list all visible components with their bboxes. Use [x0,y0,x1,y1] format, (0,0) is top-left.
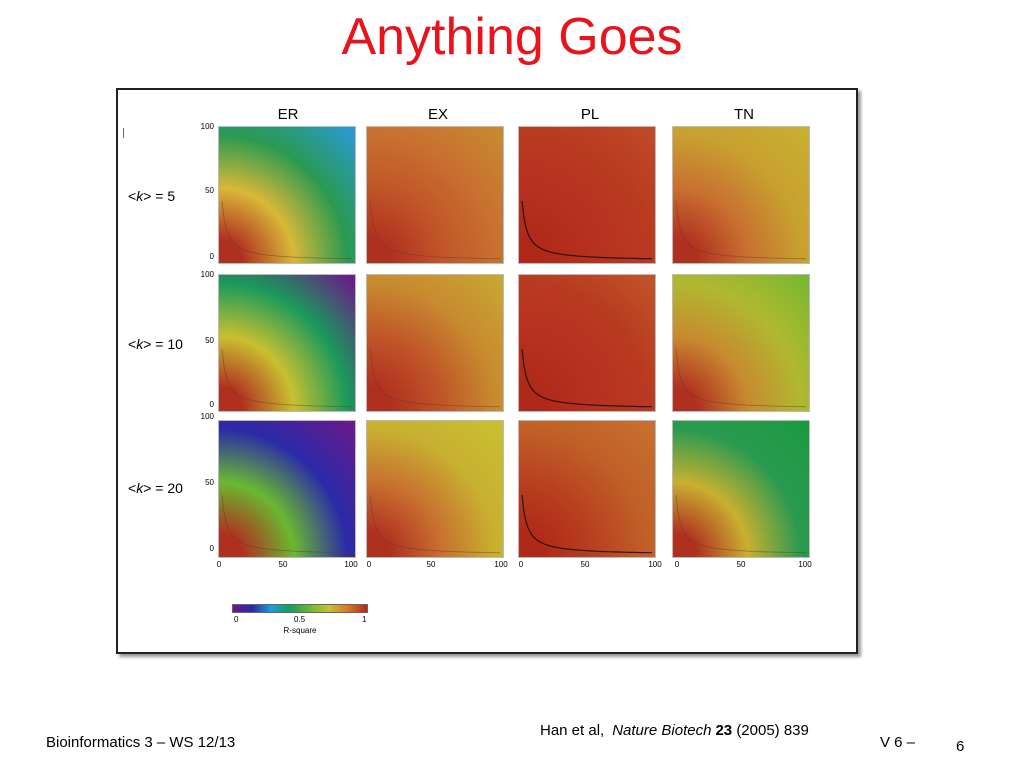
heatmap-ridge-line [675,494,807,554]
colorbar-max-label: 1 [362,615,367,624]
heatmap-er-k20 [219,421,355,557]
heatmap-ridge-line [369,494,501,554]
y-tick: 100 [200,270,214,279]
y-tick: 100 [200,122,214,131]
y-tick: 50 [205,478,214,487]
heatmap-er-k5 [219,127,355,263]
heatmap-ridge-line [369,348,501,408]
heatmap-panel-pl-k5 [518,126,656,264]
x-tick: 0 [216,560,222,569]
citation: Han et al, Nature Biotech 23 (2005) 839 [540,722,809,739]
heatmap-panel-pl-k20 [518,420,656,558]
heatmap-er-k10 [219,275,355,411]
heatmap-ex-k20 [367,421,503,557]
row-label-k10: <k> = 10 [128,336,183,352]
footer-course: Bioinformatics 3 – WS 12/13 [46,734,236,751]
y-tick: 0 [209,544,214,553]
heatmap-ridge-line [221,200,353,260]
citation-volume: 23 [715,722,733,739]
heatmap-panel-tn-k20 [672,420,810,558]
column-header-ex: EX [427,106,448,123]
citation-journal: Nature Biotech [612,722,712,739]
x-tick: 0 [518,560,524,569]
citation-rest: (2005) 839 [736,722,809,739]
heatmap-ex-k5 [367,127,503,263]
heatmap-fill [673,421,809,557]
y-tick: 100 [200,412,214,421]
column-header-tn: TN [734,106,754,123]
colorbar-min-label: 0 [234,615,239,624]
heatmap-ridge-line [521,200,653,260]
r-square-colorbar [232,604,368,613]
heatmap-ridge-line [221,494,353,554]
heatmap-pl-k5 [519,127,655,263]
heatmap-ridge-line [675,200,807,260]
heatmap-panel-ex-k10 [366,274,504,412]
heatmap-fill [367,127,503,263]
heatmap-panel-er-k10 [218,274,356,412]
heatmap-tn-k5 [673,127,809,263]
x-tick: 100 [494,560,508,569]
y-tick: 50 [205,336,214,345]
heatmap-ridge-line [521,494,653,554]
heatmap-panel-tn-k5 [672,126,810,264]
heatmap-ridge-line [675,348,807,408]
citation-authors: Han et al, [540,722,605,739]
heatmap-fill [219,127,355,263]
heatmap-pl-k20 [519,421,655,557]
y-tick: 0 [209,400,214,409]
heatmap-panel-er-k5 [218,126,356,264]
heatmap-fill [219,275,355,411]
y-tick: 0 [209,252,214,261]
heatmap-fill [367,421,503,557]
heatmap-panel-er-k20 [218,420,356,558]
heatmap-fill [673,275,809,411]
heatmap-fill [519,421,655,557]
x-tick: 50 [580,560,590,569]
x-tick: 0 [674,560,680,569]
heatmap-fill [367,275,503,411]
heatmap-tn-k10 [673,275,809,411]
colorbar-title: R-square [283,626,317,635]
column-header-er: ER [277,106,299,123]
heatmap-tn-k20 [673,421,809,557]
x-tick: 50 [278,560,288,569]
row-label-k5: <k> = 5 [128,188,176,204]
x-tick: 50 [736,560,746,569]
heatmap-pl-k10 [519,275,655,411]
heatmap-ex-k10 [367,275,503,411]
heatmap-ridge-line [221,348,353,408]
slide-title: Anything Goes [341,8,683,66]
column-header-pl: PL [580,106,600,123]
heatmap-panel-ex-k5 [366,126,504,264]
footer-page-number: 6 [956,738,965,755]
heatmap-fill [519,275,655,411]
colorbar-mid-label: 0.5 [294,615,306,624]
x-tick: 0 [366,560,372,569]
heatmap-fill [673,127,809,263]
heatmap-fill [519,127,655,263]
heatmap-fill [219,421,355,557]
heatmap-panel-pl-k10 [518,274,656,412]
x-tick: 100 [648,560,662,569]
footer-lecture: V 6 – [880,734,916,751]
heatmap-ridge-line [369,200,501,260]
x-tick: 100 [798,560,812,569]
figure-frame: ER EX PL TN <k> = 5 <k> = 10 <k> = 20 10… [116,88,858,654]
stray-tick-mark [123,128,124,138]
heatmap-ridge-line [521,348,653,408]
x-tick: 50 [426,560,436,569]
row-label-k20: <k> = 20 [128,480,183,496]
x-tick: 100 [344,560,358,569]
y-tick: 50 [205,186,214,195]
heatmap-panel-ex-k20 [366,420,504,558]
heatmap-panel-tn-k10 [672,274,810,412]
